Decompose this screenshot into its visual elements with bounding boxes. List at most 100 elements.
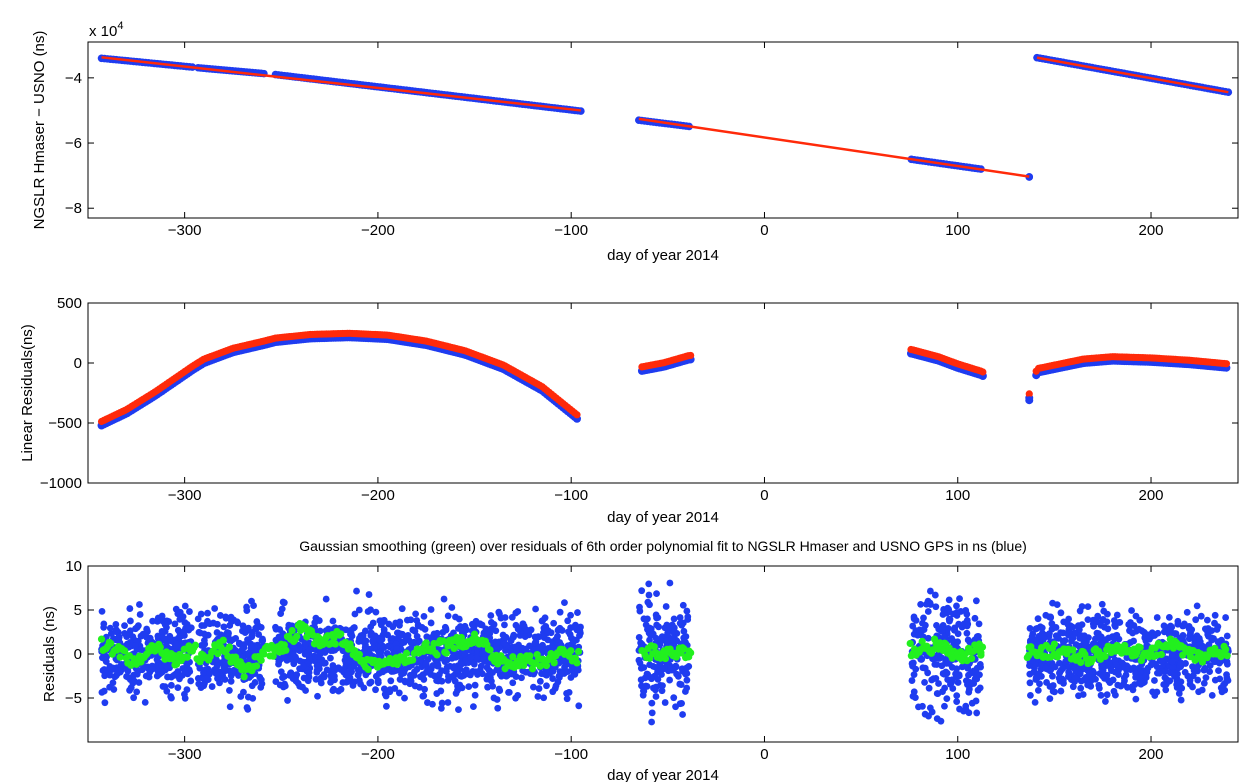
data-point <box>106 665 114 672</box>
data-point <box>1069 683 1077 691</box>
data-point <box>221 667 229 675</box>
y-tick-label: 500 <box>57 295 82 312</box>
data-point <box>1034 673 1042 681</box>
data-point <box>484 683 492 691</box>
data-point <box>472 668 480 676</box>
data-point <box>1084 603 1092 611</box>
data-point <box>245 649 253 657</box>
data-point <box>1115 671 1122 678</box>
data-point <box>954 638 962 646</box>
data-point <box>962 606 970 614</box>
data-point <box>181 690 188 698</box>
smooth-point <box>968 654 976 663</box>
data-point <box>536 677 544 685</box>
data-point <box>302 640 310 648</box>
data-point <box>1069 623 1076 631</box>
data-point <box>467 654 475 662</box>
x-tick-label: 100 <box>945 487 970 504</box>
data-point <box>1169 652 1176 660</box>
data-point <box>344 677 352 685</box>
data-point <box>300 674 308 682</box>
data-point <box>636 603 643 611</box>
data-point <box>953 602 960 610</box>
y-tick-label: 10 <box>65 558 82 575</box>
data-point <box>565 628 572 636</box>
data-point <box>200 630 208 638</box>
data-point <box>1064 673 1072 680</box>
data-point <box>217 631 225 639</box>
data-point <box>401 694 408 702</box>
smooth-point <box>191 641 200 649</box>
data-point <box>387 677 395 685</box>
data-point <box>645 591 653 599</box>
data-point <box>1028 657 1036 665</box>
data-point <box>276 681 284 689</box>
data-point <box>465 683 473 691</box>
data-point <box>251 679 259 686</box>
fit-point <box>979 368 987 376</box>
data-point <box>367 629 375 637</box>
data-point <box>642 682 650 690</box>
data-point <box>543 627 551 635</box>
data-point <box>362 637 370 645</box>
data-point <box>248 597 255 605</box>
data-point <box>227 677 235 685</box>
data-point <box>277 668 285 676</box>
data-point <box>477 662 485 670</box>
data-point <box>435 671 443 678</box>
data-point <box>932 675 940 682</box>
data-point <box>182 667 189 675</box>
data-point <box>576 632 583 639</box>
data-point <box>257 676 265 684</box>
data-point <box>330 676 338 683</box>
data-point <box>1147 661 1155 669</box>
data-point <box>272 623 279 631</box>
data-point <box>174 610 182 618</box>
data-point <box>1211 676 1219 684</box>
data-point <box>434 677 442 685</box>
data-point <box>935 680 942 687</box>
data-point <box>638 587 646 595</box>
data-point <box>646 636 653 644</box>
data-point <box>1046 695 1054 703</box>
data-point <box>483 675 491 683</box>
smooth-point <box>240 673 248 681</box>
data-point <box>198 622 206 629</box>
data-point <box>355 677 363 684</box>
data-point <box>449 653 457 661</box>
x-tick-label: −300 <box>168 746 202 763</box>
data-point <box>657 637 665 645</box>
data-point <box>329 617 337 625</box>
data-point <box>1126 639 1134 646</box>
data-point <box>956 705 963 713</box>
data-point <box>493 639 501 647</box>
smooth-point <box>257 656 265 664</box>
data-point <box>518 674 525 682</box>
data-point <box>159 683 167 690</box>
smooth-point <box>1222 645 1230 653</box>
data-point <box>314 652 322 660</box>
data-point <box>1205 641 1213 649</box>
data-point <box>1158 658 1166 665</box>
data-point <box>361 627 369 635</box>
data-point <box>658 671 665 678</box>
data-point <box>438 699 446 707</box>
smooth-point <box>567 647 575 655</box>
data-point <box>395 689 403 697</box>
smooth-point <box>280 641 288 649</box>
data-point <box>1076 670 1084 678</box>
data-point <box>1059 678 1066 686</box>
data-point <box>1211 619 1218 627</box>
data-point <box>917 600 925 608</box>
data-point <box>1033 624 1041 632</box>
data-point <box>555 672 563 680</box>
data-point <box>1056 669 1063 677</box>
data-point <box>173 671 181 679</box>
data-point <box>196 664 204 672</box>
data-point <box>911 694 919 702</box>
data-point <box>1202 674 1210 682</box>
data-point <box>681 688 689 695</box>
data-point <box>403 616 411 624</box>
data-point <box>174 684 182 691</box>
data-point <box>910 615 918 623</box>
